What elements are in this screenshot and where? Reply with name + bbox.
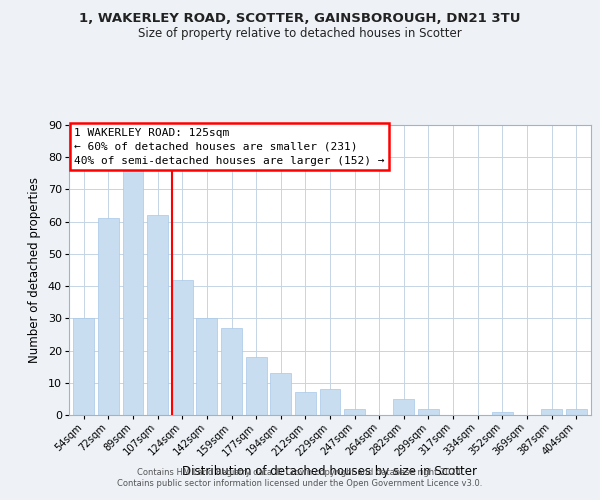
Bar: [418, 408, 439, 415]
Bar: [541, 408, 562, 415]
Text: 1 WAKERLEY ROAD: 125sqm
← 60% of detached houses are smaller (231)
40% of semi-d: 1 WAKERLEY ROAD: 125sqm ← 60% of detache…: [74, 128, 385, 166]
Bar: [344, 408, 365, 415]
Text: Contains HM Land Registry data © Crown copyright and database right 2024.: Contains HM Land Registry data © Crown c…: [137, 468, 463, 477]
X-axis label: Distribution of detached houses by size in Scotter: Distribution of detached houses by size …: [182, 464, 478, 477]
Y-axis label: Number of detached properties: Number of detached properties: [28, 177, 41, 363]
Bar: [196, 318, 217, 415]
Bar: [147, 215, 168, 415]
Text: 1, WAKERLEY ROAD, SCOTTER, GAINSBOROUGH, DN21 3TU: 1, WAKERLEY ROAD, SCOTTER, GAINSBOROUGH,…: [79, 12, 521, 26]
Bar: [492, 412, 513, 415]
Bar: [320, 389, 340, 415]
Bar: [221, 328, 242, 415]
Text: Size of property relative to detached houses in Scotter: Size of property relative to detached ho…: [138, 28, 462, 40]
Bar: [73, 318, 94, 415]
Bar: [270, 373, 291, 415]
Bar: [394, 399, 415, 415]
Text: Contains public sector information licensed under the Open Government Licence v3: Contains public sector information licen…: [118, 480, 482, 488]
Bar: [122, 170, 143, 415]
Bar: [566, 408, 587, 415]
Bar: [245, 357, 266, 415]
Bar: [295, 392, 316, 415]
Bar: [98, 218, 119, 415]
Bar: [172, 280, 193, 415]
